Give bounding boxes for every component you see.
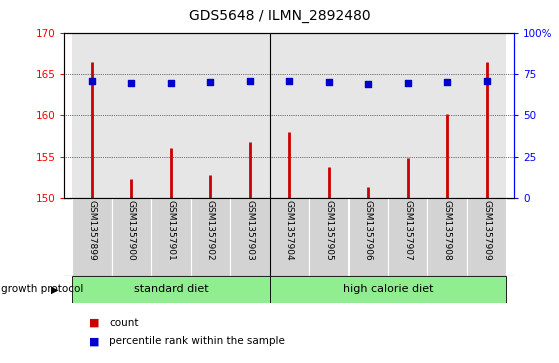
Text: GSM1357905: GSM1357905 xyxy=(324,200,333,261)
Text: GSM1357907: GSM1357907 xyxy=(403,200,412,261)
Text: GDS5648 / ILMN_2892480: GDS5648 / ILMN_2892480 xyxy=(189,9,370,23)
FancyBboxPatch shape xyxy=(467,198,506,276)
Bar xyxy=(72,33,112,198)
Point xyxy=(403,80,412,86)
Text: standard diet: standard diet xyxy=(134,285,208,294)
Bar xyxy=(112,33,151,198)
Text: GSM1357899: GSM1357899 xyxy=(87,200,96,261)
Point xyxy=(206,79,215,85)
Text: GSM1357902: GSM1357902 xyxy=(206,200,215,261)
Bar xyxy=(348,33,388,198)
FancyBboxPatch shape xyxy=(72,276,269,303)
Bar xyxy=(191,33,230,198)
FancyBboxPatch shape xyxy=(230,198,269,276)
FancyBboxPatch shape xyxy=(151,198,191,276)
Text: growth protocol: growth protocol xyxy=(1,285,83,294)
Point xyxy=(245,78,254,84)
FancyBboxPatch shape xyxy=(269,276,506,303)
Text: GSM1357901: GSM1357901 xyxy=(167,200,176,261)
Point xyxy=(87,78,96,84)
FancyBboxPatch shape xyxy=(72,198,112,276)
Text: ■: ■ xyxy=(89,336,100,346)
Text: GSM1357903: GSM1357903 xyxy=(245,200,254,261)
Point xyxy=(443,79,452,85)
Text: high calorie diet: high calorie diet xyxy=(343,285,433,294)
Bar xyxy=(388,33,428,198)
Text: GSM1357906: GSM1357906 xyxy=(364,200,373,261)
Point xyxy=(364,81,373,87)
FancyBboxPatch shape xyxy=(348,198,388,276)
FancyBboxPatch shape xyxy=(269,198,309,276)
Text: ▶: ▶ xyxy=(51,285,59,294)
Bar xyxy=(309,33,348,198)
Text: GSM1357909: GSM1357909 xyxy=(482,200,491,261)
Bar xyxy=(269,33,309,198)
FancyBboxPatch shape xyxy=(388,198,428,276)
FancyBboxPatch shape xyxy=(309,198,348,276)
Text: GSM1357908: GSM1357908 xyxy=(443,200,452,261)
Text: count: count xyxy=(109,318,139,328)
Point xyxy=(324,79,333,85)
Bar xyxy=(467,33,506,198)
Bar xyxy=(428,33,467,198)
Text: ■: ■ xyxy=(89,318,100,328)
Bar xyxy=(151,33,191,198)
FancyBboxPatch shape xyxy=(428,198,467,276)
Text: percentile rank within the sample: percentile rank within the sample xyxy=(109,336,285,346)
Bar xyxy=(230,33,269,198)
Text: GSM1357900: GSM1357900 xyxy=(127,200,136,261)
Point xyxy=(482,78,491,84)
Text: GSM1357904: GSM1357904 xyxy=(285,200,294,261)
FancyBboxPatch shape xyxy=(112,198,151,276)
Point xyxy=(127,80,136,86)
Point xyxy=(167,80,176,86)
Point xyxy=(285,78,294,84)
FancyBboxPatch shape xyxy=(191,198,230,276)
